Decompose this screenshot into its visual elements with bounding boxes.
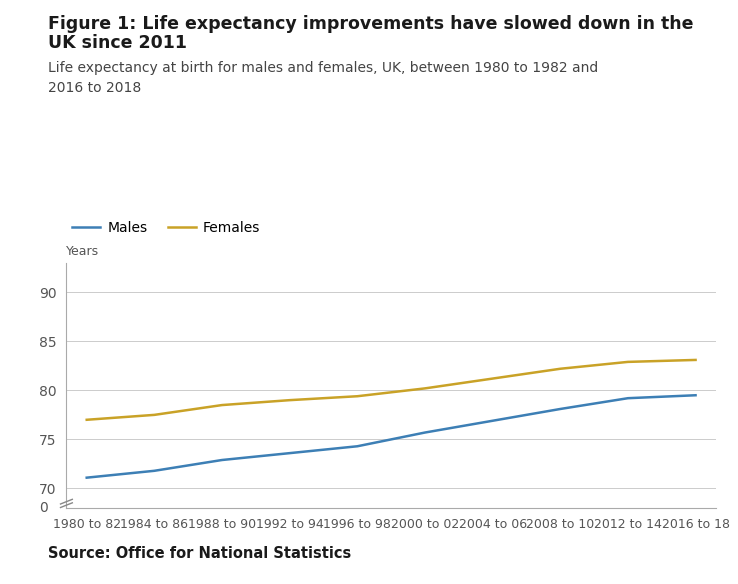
Text: UK since 2011: UK since 2011	[48, 34, 187, 52]
Text: Life expectancy at birth for males and females, UK, between 1980 to 1982 and
201: Life expectancy at birth for males and f…	[48, 61, 599, 95]
Legend: Males, Females: Males, Females	[67, 215, 266, 241]
Text: 0: 0	[39, 501, 48, 515]
Text: Source: Office for National Statistics: Source: Office for National Statistics	[48, 545, 351, 561]
Text: Years: Years	[66, 245, 100, 258]
Text: Figure 1: Life expectancy improvements have slowed down in the: Figure 1: Life expectancy improvements h…	[48, 15, 694, 33]
